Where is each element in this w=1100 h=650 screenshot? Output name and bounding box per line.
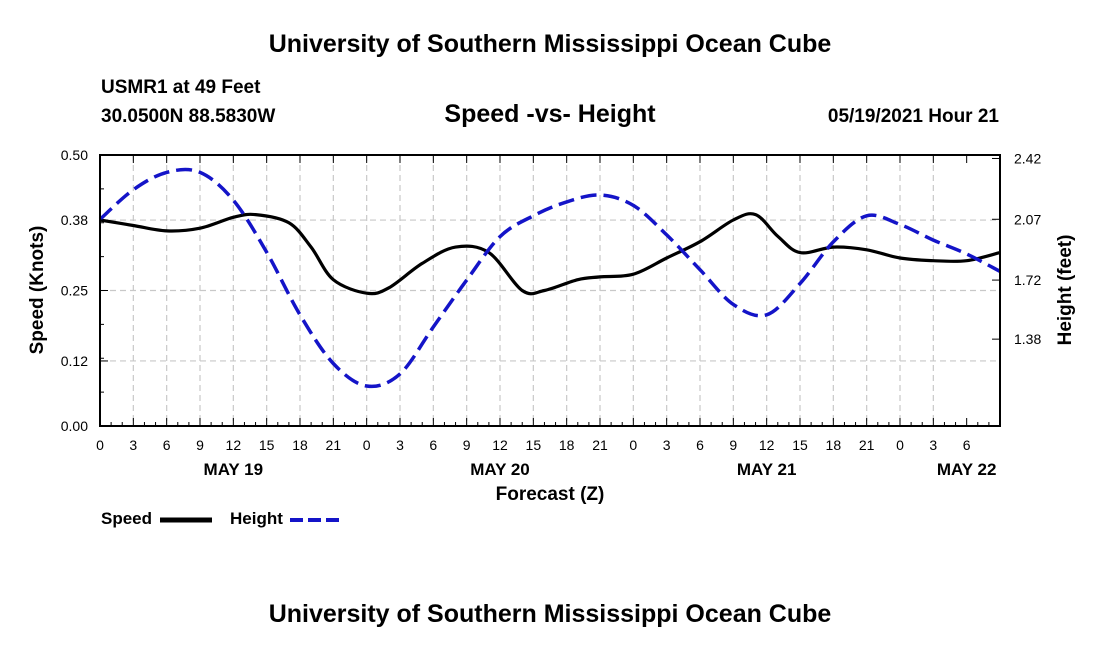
x-tick-label: 12 [492,437,508,453]
chart-series-layer [98,167,1001,389]
x-tick-label: 9 [729,437,737,453]
y2-tick-label: 1.72 [1014,272,1041,288]
y2-axis-label: Height (feet) [1055,235,1076,346]
x-tick-label: 12 [759,437,775,453]
x-tick-label: 9 [463,437,471,453]
chart-grid [100,155,1000,426]
y-tick-label: 0.50 [61,147,88,163]
legend-height-label: Height [230,509,283,528]
x-axis-label: Forecast (Z) [496,484,605,505]
x-tick-label: 18 [826,437,842,453]
bottom-title: University of Southern Mississippi Ocean… [268,600,832,628]
x-tick-label: 6 [163,437,171,453]
x-tick-label: 12 [226,437,242,453]
y-tick-label: 0.38 [61,212,88,228]
y2-tick-label: 2.07 [1014,211,1041,227]
y2-tick-label: 2.42 [1014,150,1041,166]
x-tick-label: 15 [792,437,808,453]
x-tick-label: 3 [129,437,137,453]
x-tick-label: 3 [396,437,404,453]
x-tick-label: 21 [592,437,608,453]
date-label: MAY 20 [470,460,530,479]
top-title: University of Southern Mississippi Ocean… [268,30,832,58]
x-tick-label: 18 [292,437,308,453]
x-tick-label: 0 [629,437,637,453]
x-tick-label: 21 [326,437,342,453]
y2-tick-label: 1.38 [1014,331,1041,347]
y-tick-label: 0.25 [61,283,88,299]
x-tick-label: 9 [196,437,204,453]
x-tick-label: 0 [363,437,371,453]
series-line-speed [99,212,1001,296]
station-coordinates: 30.0500N 88.5830W [101,106,276,127]
date-label: MAY 22 [937,460,997,479]
x-tick-label: 0 [96,437,104,453]
y-tick-label: 0.00 [61,418,88,434]
station-name: USMR1 at 49 Feet [101,77,261,98]
x-tick-label: 3 [929,437,937,453]
date-label: MAY 19 [204,460,264,479]
x-tick-label: 21 [859,437,875,453]
x-tick-label: 15 [526,437,542,453]
forecast-datetime: 05/19/2021 Hour 21 [827,106,999,127]
chart-axes: 0 3 6 9 12 15 18 21 0 3 6 9 12 15 18 21 0 3 6 9 12 15 18 21 0 3 6 M… [61,147,1042,479]
y-tick-label: 0.12 [61,353,88,369]
y-axis-label: Speed (Knots) [27,226,48,355]
x-tick-label: 6 [963,437,971,453]
x-tick-label: 6 [696,437,704,453]
x-tick-label: 18 [559,437,575,453]
series-line-height [98,167,1001,389]
chart-subtitle: Speed -vs- Height [444,100,656,128]
x-tick-label: 0 [896,437,904,453]
date-label: MAY 21 [737,460,797,479]
x-tick-label: 6 [429,437,437,453]
x-tick-label: 15 [259,437,275,453]
x-tick-label: 3 [663,437,671,453]
legend-speed-label: Speed [101,509,153,528]
